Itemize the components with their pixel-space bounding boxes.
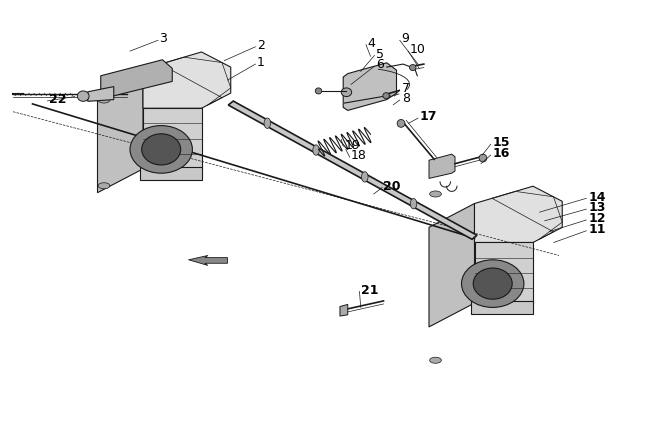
Ellipse shape bbox=[397, 120, 405, 127]
Polygon shape bbox=[340, 304, 348, 316]
Text: 19: 19 bbox=[344, 139, 360, 152]
Polygon shape bbox=[474, 242, 533, 303]
Text: 13: 13 bbox=[588, 201, 606, 214]
Text: 4: 4 bbox=[367, 37, 375, 50]
Ellipse shape bbox=[98, 183, 110, 189]
Ellipse shape bbox=[479, 154, 487, 162]
Text: 16: 16 bbox=[493, 147, 510, 160]
Ellipse shape bbox=[430, 191, 441, 197]
Ellipse shape bbox=[315, 88, 322, 94]
Text: 14: 14 bbox=[588, 191, 606, 204]
Polygon shape bbox=[143, 108, 202, 169]
Text: 12: 12 bbox=[588, 212, 606, 225]
Text: 11: 11 bbox=[588, 223, 606, 236]
Ellipse shape bbox=[473, 268, 512, 299]
Polygon shape bbox=[98, 69, 143, 193]
Polygon shape bbox=[188, 255, 228, 265]
Text: 9: 9 bbox=[402, 32, 410, 45]
Polygon shape bbox=[101, 60, 172, 97]
Polygon shape bbox=[471, 301, 533, 314]
Text: 2: 2 bbox=[257, 39, 265, 52]
Text: 22: 22 bbox=[49, 93, 66, 106]
Ellipse shape bbox=[264, 118, 270, 128]
Polygon shape bbox=[143, 52, 231, 108]
Text: 1: 1 bbox=[257, 56, 265, 69]
Ellipse shape bbox=[410, 198, 417, 209]
Text: 8: 8 bbox=[402, 92, 410, 105]
Ellipse shape bbox=[98, 97, 110, 103]
Ellipse shape bbox=[130, 126, 192, 173]
Text: 5: 5 bbox=[376, 48, 384, 61]
Polygon shape bbox=[88, 87, 114, 101]
Ellipse shape bbox=[430, 357, 441, 363]
Text: 18: 18 bbox=[351, 149, 367, 162]
Ellipse shape bbox=[77, 91, 89, 101]
Text: 17: 17 bbox=[419, 110, 437, 123]
Polygon shape bbox=[429, 204, 474, 327]
Text: 6: 6 bbox=[376, 58, 384, 71]
Ellipse shape bbox=[142, 134, 181, 165]
Text: 15: 15 bbox=[493, 136, 510, 149]
Ellipse shape bbox=[383, 93, 389, 99]
Ellipse shape bbox=[341, 88, 352, 97]
Polygon shape bbox=[429, 154, 455, 178]
Ellipse shape bbox=[462, 260, 524, 307]
Polygon shape bbox=[140, 167, 202, 180]
Polygon shape bbox=[343, 63, 396, 110]
Ellipse shape bbox=[410, 65, 416, 71]
Text: 3: 3 bbox=[159, 32, 167, 45]
Polygon shape bbox=[474, 186, 562, 242]
Text: 21: 21 bbox=[361, 284, 378, 297]
Text: 20: 20 bbox=[384, 180, 401, 193]
Text: 7: 7 bbox=[402, 82, 410, 95]
Ellipse shape bbox=[361, 171, 368, 182]
Ellipse shape bbox=[313, 145, 319, 155]
Polygon shape bbox=[228, 101, 477, 239]
Text: 10: 10 bbox=[410, 43, 425, 56]
